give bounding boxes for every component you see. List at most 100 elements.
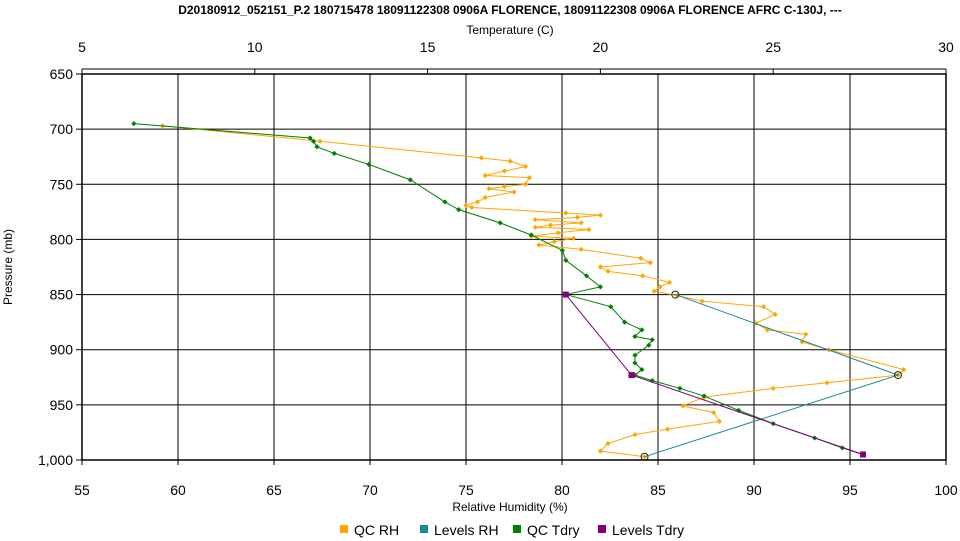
data-point — [608, 304, 614, 310]
data-point — [511, 189, 517, 195]
y-tick-label: 950 — [50, 397, 74, 413]
data-point — [501, 168, 507, 174]
data-point — [563, 257, 569, 263]
data-point — [803, 331, 809, 337]
data-point — [799, 339, 805, 345]
legend-swatch — [420, 525, 428, 533]
x-tick-label: 75 — [458, 482, 474, 498]
data-point — [442, 199, 448, 205]
data-point — [578, 246, 584, 252]
data-point — [507, 158, 513, 164]
data-point — [671, 290, 680, 299]
data-point — [407, 177, 413, 183]
data-point — [716, 418, 723, 424]
data-point — [570, 235, 577, 241]
data-point — [532, 224, 538, 230]
data-point — [665, 426, 671, 432]
data-point — [680, 403, 686, 409]
data-point — [597, 284, 603, 290]
data-point — [456, 207, 462, 213]
data-point — [699, 298, 705, 304]
data-point — [761, 304, 767, 310]
x2-tick-label: 20 — [593, 39, 609, 55]
data-point — [562, 291, 569, 298]
data-point — [486, 186, 492, 192]
x-tick-label: 80 — [554, 482, 570, 498]
data-point — [474, 199, 481, 205]
data-point — [366, 161, 372, 168]
data-point — [522, 181, 529, 187]
y-tick-label: 800 — [50, 231, 74, 247]
y-axis-title: Pressure (mb) — [1, 229, 15, 305]
data-point — [770, 385, 776, 391]
data-point — [632, 352, 638, 358]
legend-swatch — [513, 525, 521, 533]
data-point — [586, 226, 592, 233]
data-point — [628, 372, 635, 379]
legend-label: Levels Tdry — [612, 522, 684, 538]
data-point — [632, 372, 638, 378]
legend-label: Levels RH — [434, 522, 499, 538]
data-point — [640, 273, 646, 279]
data-point — [310, 138, 317, 144]
data-point — [463, 202, 469, 208]
data-point — [307, 135, 313, 141]
data-point — [559, 247, 565, 254]
chart-title: D20180912_052151_P.2 180715478 180911223… — [178, 3, 842, 17]
data-point — [536, 242, 542, 248]
data-point — [824, 380, 830, 386]
data-point — [482, 194, 488, 201]
gridlines — [76, 68, 947, 465]
x2-tick-label: 5 — [78, 39, 86, 55]
data-point — [657, 284, 663, 290]
series-line-2 — [133, 123, 864, 455]
data-point — [482, 172, 488, 179]
x2-axis-title: Temperature (C) — [466, 23, 553, 37]
data-point — [701, 393, 707, 399]
data-point — [574, 214, 580, 220]
data-point — [646, 342, 652, 348]
series-lines — [131, 121, 907, 461]
data-point — [621, 319, 628, 325]
x-tick-label: 55 — [74, 482, 90, 498]
x-tick-label: 65 — [266, 482, 282, 498]
series-line-1 — [644, 294, 900, 458]
data-point — [597, 448, 603, 454]
data-point — [632, 333, 638, 340]
data-point — [563, 210, 569, 216]
legend-swatch — [598, 525, 606, 533]
data-point — [578, 220, 584, 226]
legend: QC RH Levels RH QC Tdry Levels Tdry — [340, 522, 684, 538]
legend-label: QC Tdry — [527, 522, 580, 538]
data-point — [551, 239, 557, 245]
data-point — [478, 155, 484, 161]
data-point — [131, 121, 137, 127]
plot-area-frame — [81, 73, 947, 461]
data-point — [522, 164, 529, 170]
data-point — [314, 144, 320, 150]
data-point — [583, 273, 590, 279]
data-point — [639, 366, 645, 373]
data-point — [605, 440, 611, 447]
y-tick-label: 750 — [50, 176, 74, 192]
data-point — [597, 264, 603, 270]
data-point — [532, 216, 538, 223]
data-point — [497, 220, 503, 226]
data-point — [632, 360, 638, 366]
x-tick-label: 100 — [934, 482, 958, 498]
data-point — [711, 409, 717, 416]
data-point — [649, 337, 655, 343]
data-point — [651, 288, 657, 294]
x2-tick-label: 30 — [938, 39, 954, 55]
x-axis-title: Relative Humidity (%) — [452, 500, 567, 514]
data-point — [901, 366, 907, 373]
data-point — [736, 407, 742, 413]
legend-label: QC RH — [354, 522, 399, 538]
data-point — [597, 212, 603, 218]
data-point — [555, 230, 561, 236]
x-tick-label: 70 — [362, 482, 378, 498]
data-point — [772, 311, 778, 318]
x-tick-label: 60 — [170, 482, 186, 498]
data-point — [469, 204, 475, 211]
